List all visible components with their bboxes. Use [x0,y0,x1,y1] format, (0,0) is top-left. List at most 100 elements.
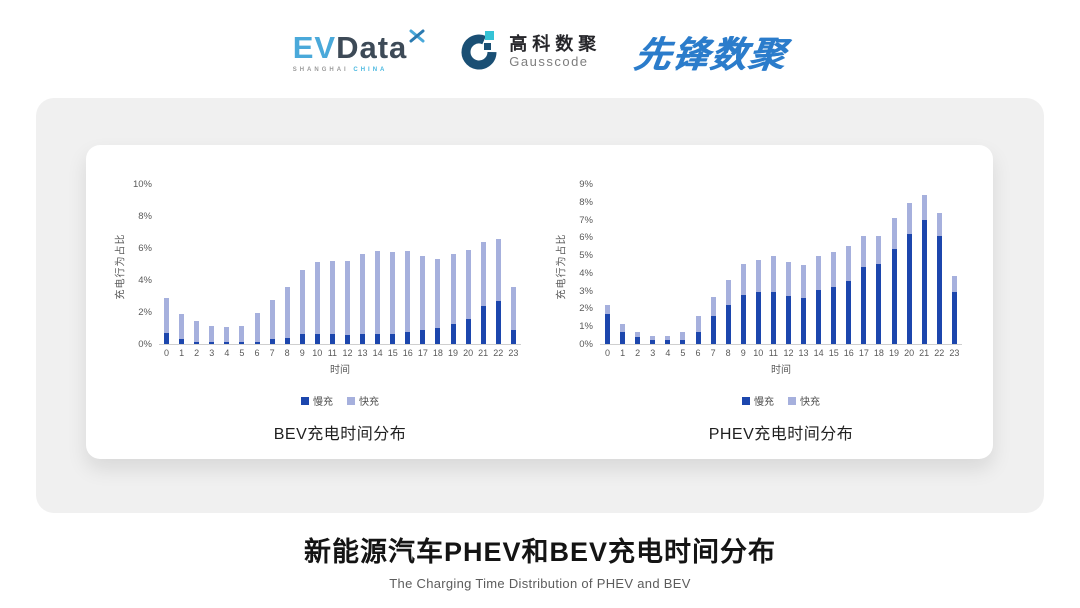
bar-segment-fast [194,320,200,342]
stacked-bar [740,264,746,344]
y-tick-label: 3% [579,285,593,297]
bar-segment-fast [665,336,671,341]
y-tick-label: 5% [579,250,593,262]
y-tick-label: 1% [579,321,593,333]
stacked-bar [254,312,260,344]
legend-item: 快充 [347,393,379,408]
stacked-bar [239,326,245,344]
x-tick-label: 2 [635,348,641,358]
bar-segment-slow [495,300,501,344]
x-tick-label: 20 [904,348,915,358]
gausscode-wordmark: 高科数聚 Gausscode [509,34,601,70]
bar-segment-slow [510,329,516,344]
x-tick-label: 17 [417,348,428,358]
x-tick-label: 22 [934,348,945,358]
legend-item: 慢充 [742,393,774,408]
xianfeng-logo: 先锋数聚 [632,34,790,75]
bar-segment-fast [891,217,897,249]
bar-slot [932,213,947,344]
bar-segment-slow [846,280,852,344]
x-tick-label: 23 [949,348,960,358]
bar-segment-slow [164,332,170,344]
bar-segment-slow [936,235,942,344]
bar-segment-slow [480,306,486,344]
bev-plot-row: 充电行为占比 0% 2% 4% 6% 8% 10% [111,179,527,350]
bar-segment-slow [405,332,411,344]
stacked-bar [510,287,516,344]
bar-segment-slow [921,219,927,344]
x-tick-label: 21 [919,348,930,358]
x-tick-label: 8 [725,348,731,358]
bar-segment-fast [906,202,912,234]
stacked-bar [284,287,290,344]
phev-chart-title: PHEV充电时间分布 [708,426,854,443]
bar-segment-fast [299,270,305,335]
bar-segment-fast [695,316,701,332]
bar-segment-slow [209,342,215,344]
y-tick-label: 7% [579,214,593,226]
y-tick-label: 10% [132,179,152,190]
bar-segment-slow [224,342,230,344]
bev-y-axis-title-wrap: 充电行为占比 [111,185,127,345]
bar-segment-fast [846,246,852,281]
evdata-x-icon [409,28,425,48]
stacked-bar [179,313,185,344]
bar-slot [781,262,796,344]
bar-segment-fast [725,280,731,305]
y-tick-label: 0% [579,339,593,350]
bar-segment-slow [620,331,626,344]
x-tick-label: 12 [783,348,794,358]
legend-swatch [788,396,796,405]
stacked-bar [480,242,486,344]
x-tick-label: 18 [873,348,884,358]
bar-segment-fast [435,259,441,328]
x-tick-label: 2 [194,348,200,358]
x-tick-label: 16 [402,348,413,358]
gausscode-cn-text: 高科数聚 [509,34,602,55]
x-tick-label: 5 [680,348,686,358]
x-tick-label: 10 [753,348,764,358]
stacked-bar [344,260,350,344]
stacked-bar [209,325,215,344]
bar-slot [340,260,355,344]
phev-x-axis-ticks: 0 1 2 3 4 5 6 7 8 9 10 11 12 13 14 15 16 17 18 19 20 21 22 23 [600,348,962,358]
bar-slot [325,260,340,344]
bar-segment-fast [876,235,882,264]
phev-plot-area [600,185,962,345]
bar-segment-slow [194,341,200,344]
stacked-bar [876,235,882,344]
evdata-ev-text: EV [292,29,337,65]
bar-segment-fast [785,262,791,296]
bar-segment-slow [344,335,350,344]
phev-y-axis-title: 充电行为占比 [556,233,568,300]
gausscode-g-icon [459,29,501,76]
bar-slot [691,316,706,344]
legend-swatch [742,396,750,405]
bar-slot [766,256,781,344]
bar-segment-fast [224,327,230,343]
bar-segment-fast [405,251,411,332]
bar-segment-fast [360,254,366,335]
bar-slot [600,304,615,344]
bar-slot [385,252,400,344]
bar-segment-fast [420,256,426,330]
bar-segment-fast [801,264,807,298]
stacked-bar [390,252,396,344]
bar-slot [736,264,751,344]
bar-segment-slow [861,266,867,344]
x-tick-label: 11 [327,348,338,358]
bar-segment-slow [435,328,441,344]
bev-x-axis-ticks: 0 1 2 3 4 5 6 7 8 9 10 11 12 13 14 15 16 17 18 19 20 21 22 23 [159,348,521,358]
bar-segment-slow [314,333,320,344]
stacked-bar [314,261,320,344]
bar-segment-slow [725,304,731,344]
bar-segment-fast [329,260,335,335]
stacked-bar [936,213,942,344]
bar-segment-fast [239,326,245,343]
stacked-bar [450,254,456,344]
bar-slot [871,235,886,344]
evdata-tagline-shanghai: SHANGHAI [292,66,349,73]
bar-segment-slow [831,287,837,344]
bev-y-axis-ticks: 0% 2% 4% 6% 8% 10% [127,179,159,350]
gray-panel: 充电行为占比 0% 2% 4% 6% 8% 10% 0 1 2 3 4 5 6 7 8 9 10 11 12 13 1… [36,98,1044,513]
